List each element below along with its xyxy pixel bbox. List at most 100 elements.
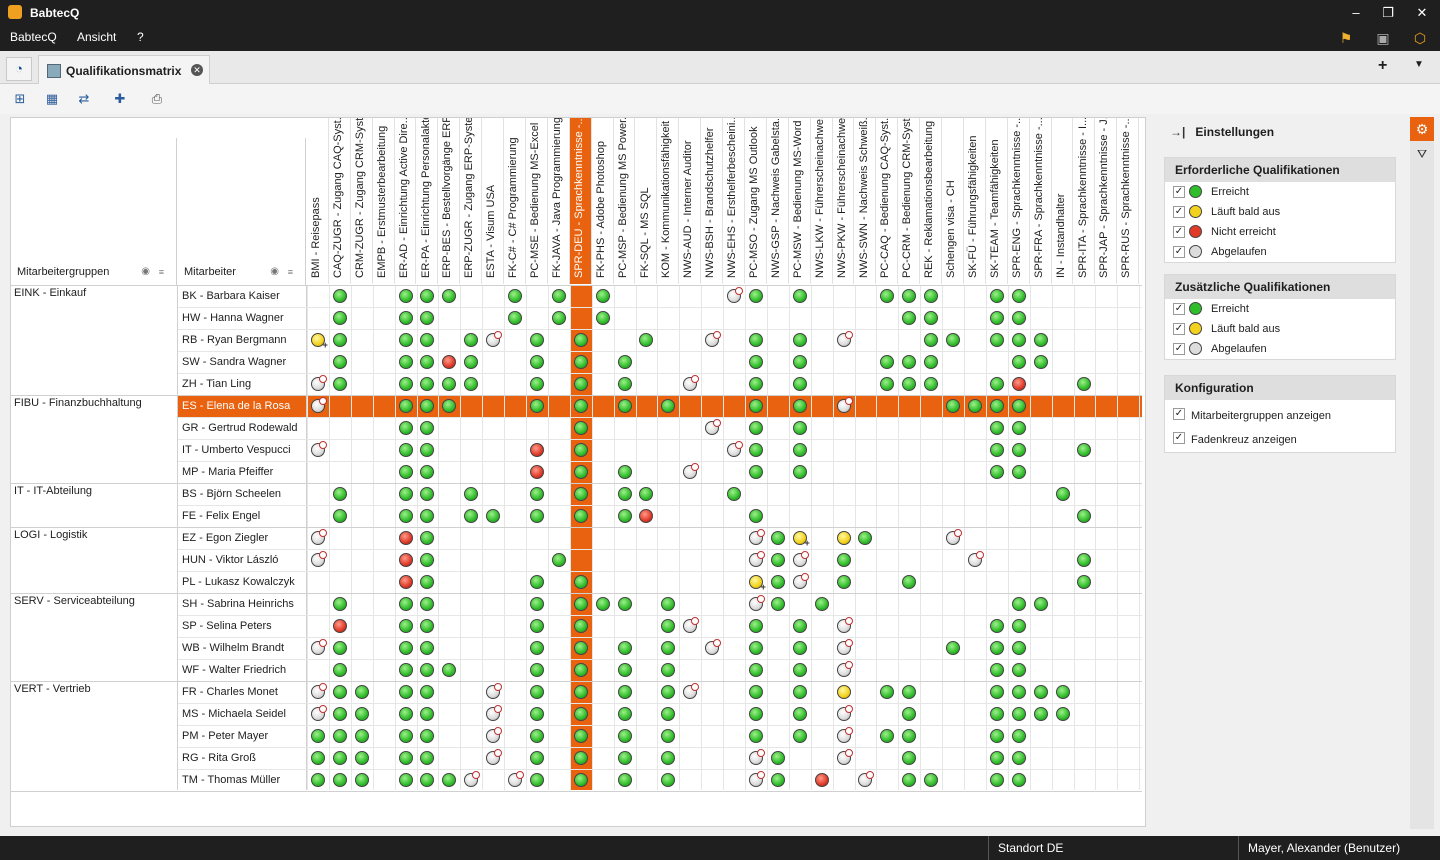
qualification-status-icon[interactable] — [1011, 685, 1026, 699]
column-header[interactable]: SPR-RUS - Sprachkenntnisse -... — [1117, 118, 1140, 284]
babtec-icon[interactable]: ⬡ — [1413, 30, 1427, 46]
qualification-status-icon[interactable] — [420, 465, 435, 479]
group-column-header[interactable]: Mitarbeitergruppen ◉ ≡ — [11, 138, 177, 286]
user-icon[interactable]: ⚑ — [1339, 30, 1353, 46]
column-header[interactable]: SK-TEAM - Teamfähigkeiten — [985, 118, 1008, 284]
qualification-status-icon[interactable] — [573, 399, 588, 413]
qualification-status-icon[interactable] — [617, 663, 632, 677]
qualification-status-icon[interactable] — [748, 663, 763, 677]
qualification-status-icon[interactable] — [354, 685, 369, 699]
column-header[interactable]: NWS-GSP - Nachweis Gabelsta... — [766, 118, 789, 284]
qualification-status-icon[interactable] — [661, 773, 676, 787]
qualification-status-icon[interactable] — [398, 399, 413, 413]
qualification-status-icon[interactable] — [442, 377, 457, 391]
qualification-status-icon[interactable] — [748, 443, 763, 457]
qualification-status-icon[interactable] — [1011, 355, 1026, 369]
qualification-status-icon[interactable] — [354, 773, 369, 787]
qualification-status-icon[interactable] — [748, 377, 763, 391]
qualification-status-icon[interactable] — [617, 773, 632, 787]
qualification-status-icon[interactable] — [398, 597, 413, 611]
qualification-status-icon[interactable] — [398, 355, 413, 369]
qualification-status-icon[interactable] — [748, 355, 763, 369]
qualification-status-icon[interactable] — [748, 729, 763, 743]
qualification-status-icon[interactable] — [464, 333, 479, 347]
qualification-status-icon[interactable] — [748, 289, 763, 303]
qualification-status-icon[interactable] — [508, 771, 525, 787]
qualification-status-icon[interactable] — [683, 683, 700, 699]
column-header[interactable]: NWS-BSH - Brandschutzhelfer — [701, 118, 724, 284]
qualification-status-icon[interactable] — [836, 749, 853, 765]
qualification-status-icon[interactable] — [792, 663, 807, 677]
qualification-status-icon[interactable] — [792, 289, 807, 303]
qualification-status-icon[interactable] — [617, 685, 632, 699]
qualification-status-icon[interactable] — [989, 443, 1004, 457]
qualification-status-icon[interactable] — [486, 683, 503, 699]
qualification-status-icon[interactable] — [836, 639, 853, 655]
qualification-status-icon[interactable] — [989, 333, 1004, 347]
qualification-status-icon[interactable] — [332, 509, 347, 523]
qualification-status-icon[interactable] — [1077, 553, 1092, 567]
qualification-status-icon[interactable] — [836, 661, 853, 677]
qualification-status-icon[interactable] — [332, 685, 347, 699]
qualification-status-icon[interactable] — [770, 575, 785, 589]
qualification-status-icon[interactable] — [332, 663, 347, 677]
employee-name[interactable]: EZ - Egon Ziegler — [182, 532, 269, 544]
qualification-status-icon[interactable] — [902, 311, 917, 325]
qualification-status-icon[interactable] — [748, 641, 763, 655]
menu-babtecq[interactable]: BabtecQ — [10, 30, 57, 44]
qualification-status-icon[interactable] — [420, 773, 435, 787]
employee-name[interactable]: RB - Ryan Bergmann — [182, 334, 287, 346]
qualification-status-icon[interactable] — [792, 573, 809, 589]
qualification-status-icon[interactable] — [310, 751, 325, 765]
qualification-status-icon[interactable] — [398, 707, 413, 721]
column-header[interactable]: SPR-FRA - Sprachkenntnisse -... — [1029, 118, 1052, 284]
group-label[interactable]: LOGI - Logistik — [14, 529, 88, 541]
qualification-status-icon[interactable] — [748, 551, 765, 567]
qualification-status-icon[interactable] — [792, 641, 807, 655]
column-header[interactable]: NWS-PKW - Führerscheinachwe... — [832, 118, 855, 284]
employee-name[interactable]: RG - Rita Groß — [182, 752, 256, 764]
qualification-status-icon[interactable] — [332, 487, 347, 501]
qualification-status-icon[interactable] — [617, 377, 632, 391]
qualification-status-icon[interactable] — [551, 289, 566, 303]
option-row[interactable]: ✓ Erreicht — [1165, 182, 1395, 202]
qualification-status-icon[interactable] — [1011, 443, 1026, 457]
qualification-status-icon[interactable] — [420, 289, 435, 303]
qualification-status-icon[interactable] — [420, 377, 435, 391]
qualification-status-icon[interactable] — [1055, 707, 1070, 721]
qualification-status-icon[interactable] — [902, 729, 917, 743]
qualification-status-icon[interactable] — [617, 465, 632, 479]
option-row[interactable]: ✓ Nicht erreicht — [1165, 222, 1395, 242]
qualification-status-icon[interactable] — [486, 727, 503, 743]
qualification-status-icon[interactable] — [1011, 641, 1026, 655]
option-row[interactable]: ✓ Läuft bald aus — [1165, 202, 1395, 222]
qualification-status-icon[interactable] — [792, 355, 807, 369]
qualification-status-icon[interactable] — [573, 509, 588, 523]
qualification-status-icon[interactable] — [420, 487, 435, 501]
qualification-status-icon[interactable] — [420, 575, 435, 589]
qualification-status-icon[interactable] — [792, 707, 807, 721]
checkbox[interactable]: ✓ — [1173, 186, 1185, 198]
qualification-status-icon[interactable] — [617, 399, 632, 413]
column-header[interactable]: FK-SQL - MS SQL — [635, 118, 658, 284]
qualification-status-icon[interactable] — [573, 641, 588, 655]
qualification-status-icon[interactable] — [529, 751, 544, 765]
qualification-status-icon[interactable] — [705, 639, 722, 655]
qualification-status-icon[interactable] — [748, 465, 763, 479]
qualification-status-icon[interactable] — [310, 529, 327, 545]
column-header[interactable]: PC-MSP - Bedienung MS Power... — [613, 118, 636, 284]
qualification-status-icon[interactable] — [529, 619, 544, 633]
qualification-status-icon[interactable] — [529, 399, 544, 413]
gear-icon[interactable]: ⚙ — [1410, 117, 1434, 141]
qualification-status-icon[interactable] — [1033, 707, 1048, 721]
qualification-status-icon[interactable] — [420, 707, 435, 721]
qualification-status-icon[interactable] — [880, 729, 895, 743]
qualification-status-icon[interactable] — [792, 729, 807, 743]
qualification-status-icon[interactable] — [902, 685, 917, 699]
checkbox[interactable]: ✓ — [1173, 432, 1185, 444]
column-header[interactable]: SPR-ITA - Sprachkenntnisse - I... — [1073, 118, 1096, 284]
qualification-status-icon[interactable] — [748, 529, 765, 545]
qualification-status-icon[interactable] — [551, 311, 566, 325]
qualification-status-icon[interactable] — [617, 597, 632, 611]
qualification-status-icon[interactable] — [836, 685, 851, 699]
